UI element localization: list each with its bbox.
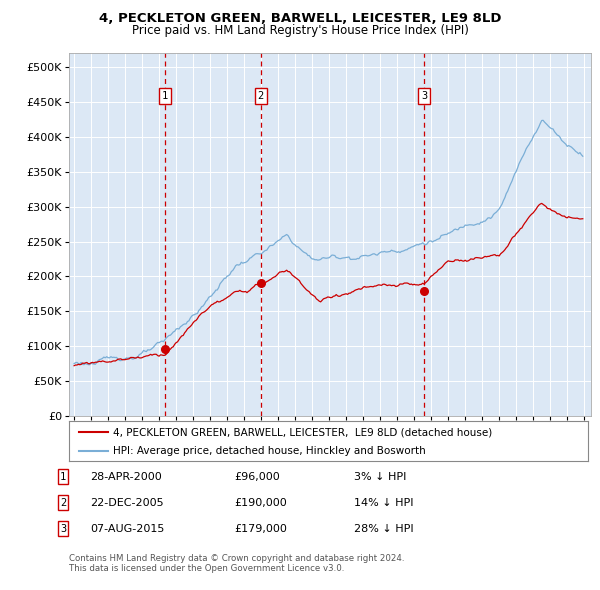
Text: £179,000: £179,000 xyxy=(234,524,287,533)
Text: Contains HM Land Registry data © Crown copyright and database right 2024.: Contains HM Land Registry data © Crown c… xyxy=(69,555,404,563)
Text: 3% ↓ HPI: 3% ↓ HPI xyxy=(354,472,406,481)
Text: 2: 2 xyxy=(257,91,264,101)
Text: £96,000: £96,000 xyxy=(234,472,280,481)
Text: 3: 3 xyxy=(60,524,66,533)
Text: £190,000: £190,000 xyxy=(234,498,287,507)
Text: 14% ↓ HPI: 14% ↓ HPI xyxy=(354,498,413,507)
Text: 1: 1 xyxy=(161,91,167,101)
Text: 07-AUG-2015: 07-AUG-2015 xyxy=(90,524,164,533)
Text: 22-DEC-2005: 22-DEC-2005 xyxy=(90,498,164,507)
Text: 28% ↓ HPI: 28% ↓ HPI xyxy=(354,524,413,533)
Text: Price paid vs. HM Land Registry's House Price Index (HPI): Price paid vs. HM Land Registry's House … xyxy=(131,24,469,37)
Text: 4, PECKLETON GREEN, BARWELL, LEICESTER,  LE9 8LD (detached house): 4, PECKLETON GREEN, BARWELL, LEICESTER, … xyxy=(113,427,493,437)
Text: 28-APR-2000: 28-APR-2000 xyxy=(90,472,162,481)
Text: 2: 2 xyxy=(60,498,66,507)
Text: HPI: Average price, detached house, Hinckley and Bosworth: HPI: Average price, detached house, Hinc… xyxy=(113,445,426,455)
Text: 3: 3 xyxy=(421,91,427,101)
Text: 1: 1 xyxy=(60,472,66,481)
Text: This data is licensed under the Open Government Licence v3.0.: This data is licensed under the Open Gov… xyxy=(69,565,344,573)
Text: 4, PECKLETON GREEN, BARWELL, LEICESTER, LE9 8LD: 4, PECKLETON GREEN, BARWELL, LEICESTER, … xyxy=(99,12,501,25)
